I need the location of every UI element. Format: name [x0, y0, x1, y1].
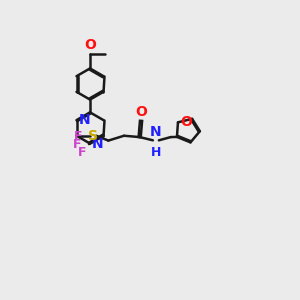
- Text: S: S: [88, 129, 98, 143]
- Text: O: O: [180, 115, 192, 129]
- Text: O: O: [135, 105, 147, 119]
- Text: H: H: [151, 146, 161, 159]
- Text: O: O: [84, 38, 96, 52]
- Text: F: F: [74, 138, 82, 151]
- Text: N: N: [92, 137, 104, 151]
- Text: N: N: [150, 125, 162, 140]
- Text: N: N: [79, 112, 90, 127]
- Text: F: F: [78, 146, 87, 159]
- Text: F: F: [74, 130, 83, 143]
